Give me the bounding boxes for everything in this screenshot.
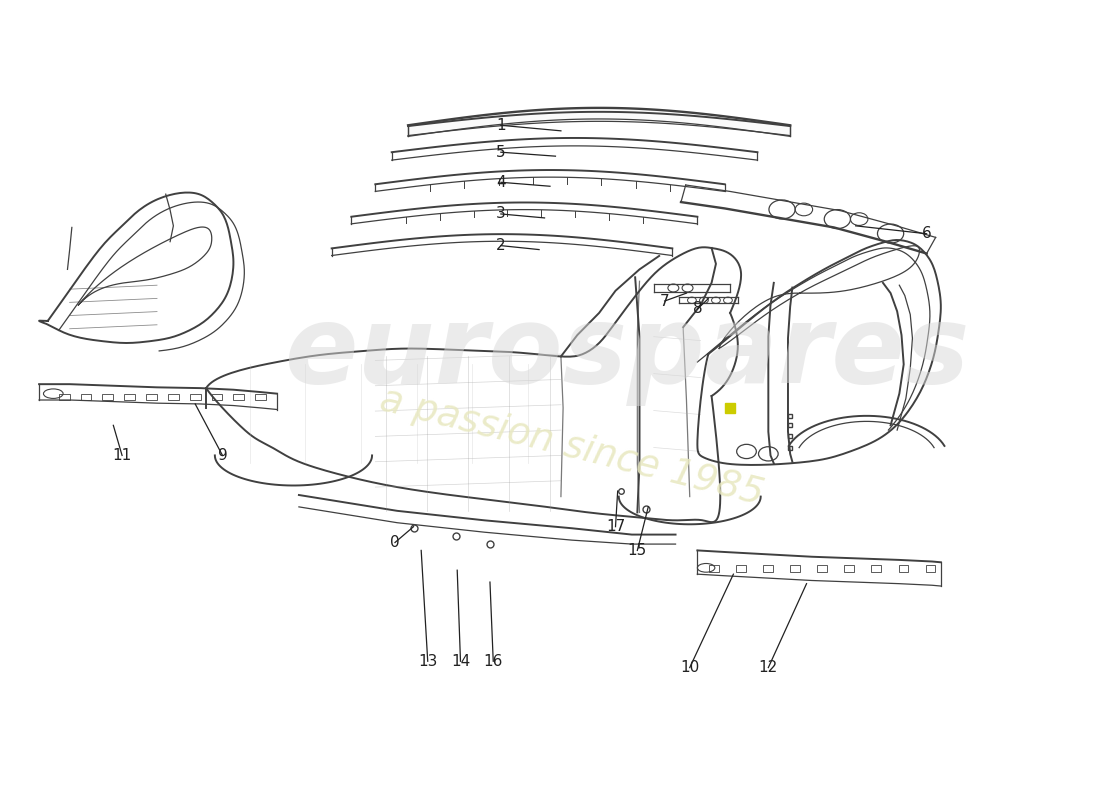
Bar xyxy=(845,566,855,572)
Text: 6: 6 xyxy=(922,226,932,242)
Bar xyxy=(211,394,222,400)
Bar xyxy=(146,394,157,400)
Text: 8: 8 xyxy=(693,302,702,317)
Bar xyxy=(168,394,179,400)
Text: 7: 7 xyxy=(660,294,670,309)
Text: 9: 9 xyxy=(218,448,228,463)
Bar xyxy=(925,566,935,572)
Bar xyxy=(763,566,773,572)
Text: 3: 3 xyxy=(496,206,506,222)
Text: 14: 14 xyxy=(451,654,470,669)
Text: 12: 12 xyxy=(759,660,778,675)
Bar xyxy=(817,566,827,572)
Bar xyxy=(80,394,91,400)
Bar xyxy=(736,566,746,572)
Text: a passion since 1985: a passion since 1985 xyxy=(376,382,768,513)
Text: 15: 15 xyxy=(628,543,647,558)
Text: 4: 4 xyxy=(496,174,506,190)
Text: 17: 17 xyxy=(606,519,625,534)
Bar xyxy=(791,566,801,572)
Bar xyxy=(710,566,719,572)
Bar xyxy=(189,394,200,400)
Text: 0: 0 xyxy=(390,535,399,550)
Text: 16: 16 xyxy=(484,654,503,669)
Bar xyxy=(233,394,244,400)
Text: 2: 2 xyxy=(496,238,506,253)
Bar xyxy=(124,394,135,400)
Text: 13: 13 xyxy=(418,654,438,669)
Bar xyxy=(102,394,113,400)
Text: eurospares: eurospares xyxy=(284,299,969,406)
Bar xyxy=(899,566,909,572)
Text: 1: 1 xyxy=(496,118,506,133)
Bar xyxy=(255,394,266,400)
Bar xyxy=(871,566,881,572)
Text: 10: 10 xyxy=(680,660,700,675)
Bar xyxy=(58,394,69,400)
Text: 11: 11 xyxy=(112,448,132,463)
Text: 5: 5 xyxy=(496,145,506,160)
